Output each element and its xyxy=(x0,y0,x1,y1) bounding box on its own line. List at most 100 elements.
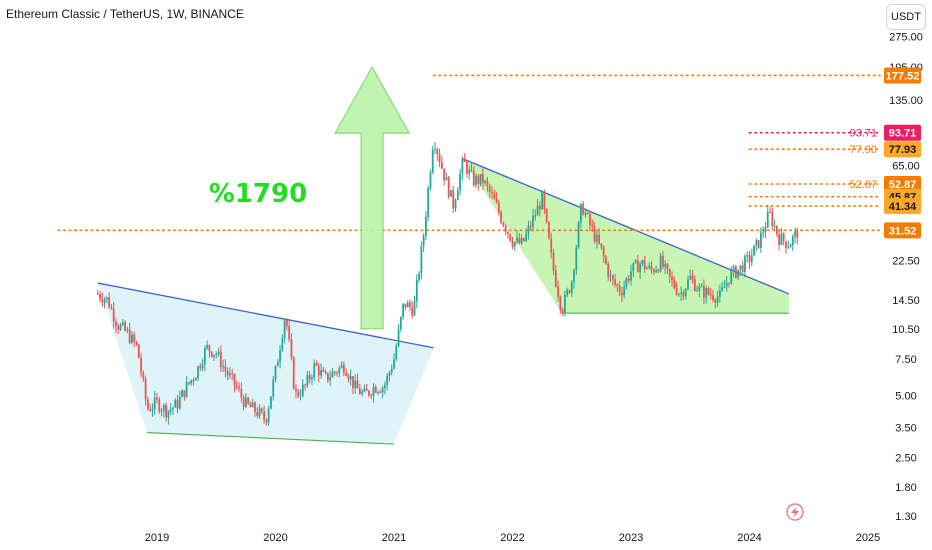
candle-body-199 xyxy=(550,238,553,253)
candle-body-140 xyxy=(415,279,418,302)
candle-body-187 xyxy=(522,238,525,241)
candle-body-284 xyxy=(744,256,746,273)
candle-body-53 xyxy=(217,351,220,355)
y-tick-label-8: 7.50 xyxy=(895,354,916,366)
candle-body-172 xyxy=(488,185,491,193)
candle-body-110 xyxy=(347,375,350,380)
level-line-label-3: 77.90 xyxy=(849,144,877,156)
price-tag-6 xyxy=(884,198,921,215)
candle-body-212 xyxy=(579,203,582,223)
candle-body-114 xyxy=(356,380,359,389)
candle-body-43 xyxy=(194,378,197,381)
candle-body-233 xyxy=(627,278,630,281)
candle-body-221 xyxy=(600,243,603,248)
candle-body-260 xyxy=(689,276,692,280)
candle-body-213 xyxy=(582,203,585,215)
candle-body-239 xyxy=(641,260,644,264)
candle-body-267 xyxy=(705,288,708,298)
candle-body-149 xyxy=(436,149,439,154)
candle-body-297 xyxy=(773,225,776,227)
candle-body-214 xyxy=(584,212,587,215)
candle-body-175 xyxy=(495,199,498,203)
candle-body-271 xyxy=(714,300,717,303)
candle-body-222 xyxy=(602,247,605,257)
candle-body-12 xyxy=(124,322,126,331)
candle-body-73 xyxy=(263,411,266,420)
candle-body-102 xyxy=(329,377,332,381)
candle-body-67 xyxy=(249,403,252,408)
percent-gain-label: %1790 xyxy=(209,179,307,209)
candle-body-91 xyxy=(304,384,307,386)
candle-body-219 xyxy=(595,234,598,242)
candle-body-203 xyxy=(559,296,562,310)
x-tick-label-2022: 2022 xyxy=(500,532,524,544)
candle-body-145 xyxy=(427,188,430,217)
candle-body-57 xyxy=(226,370,229,376)
candle-body-248 xyxy=(662,255,664,268)
candle-body-31 xyxy=(167,410,170,418)
candle-body-82 xyxy=(283,319,286,338)
candle-body-96 xyxy=(315,363,318,366)
candle-body-283 xyxy=(741,265,744,273)
candle-body-306 xyxy=(794,231,796,237)
x-tick-label-2020: 2020 xyxy=(263,532,287,544)
candle-body-223 xyxy=(605,256,607,264)
price-tag-label-3: 77.93 xyxy=(889,144,917,156)
time-axis[interactable]: 2019 2020 2021 2022 2023 2024 2025 xyxy=(145,532,880,544)
candle-body-97 xyxy=(317,365,320,376)
candle-body-118 xyxy=(365,388,368,391)
candle-body-62 xyxy=(238,387,240,389)
candle-body-165 xyxy=(472,170,475,186)
candle-body-22 xyxy=(146,399,149,410)
candle-body-39 xyxy=(185,382,188,397)
candle-body-120 xyxy=(370,395,373,397)
candle-body-84 xyxy=(288,325,291,340)
candle-body-142 xyxy=(420,246,423,274)
level-lines-layer: 93.71 77.90 52.87 xyxy=(57,74,881,232)
candle-body-36 xyxy=(178,396,181,409)
candle-body-280 xyxy=(734,266,737,278)
candle-body-236 xyxy=(634,260,637,263)
candle-body-186 xyxy=(520,238,523,244)
candle-body-188 xyxy=(525,233,528,241)
candle-body-196 xyxy=(543,191,546,210)
candle-body-20 xyxy=(142,372,145,379)
candle-body-101 xyxy=(327,372,329,381)
up-arrow xyxy=(334,65,411,330)
candle-body-79 xyxy=(276,362,279,367)
candle-body-58 xyxy=(229,373,231,376)
candle-body-11 xyxy=(121,322,124,325)
candle-body-274 xyxy=(721,287,724,291)
candle-body-294 xyxy=(766,211,769,228)
pattern-layer xyxy=(97,158,790,445)
candle-body-210 xyxy=(575,247,578,271)
candle-body-144 xyxy=(425,216,427,236)
candle-body-141 xyxy=(418,273,420,280)
candle-body-45 xyxy=(199,366,202,369)
candle-body-98 xyxy=(320,370,322,376)
candle-body-30 xyxy=(165,405,168,418)
pattern-fill-1 xyxy=(97,283,434,445)
candle-body-255 xyxy=(677,294,680,296)
candle-body-29 xyxy=(162,405,165,411)
candle-body-218 xyxy=(593,226,596,242)
candle-body-150 xyxy=(438,153,441,163)
candle-body-250 xyxy=(666,263,669,270)
price-axis[interactable]: 275.00195.00135.0065.0022.5014.5010.507.… xyxy=(889,31,923,523)
candle-body-5 xyxy=(108,297,111,308)
candle-body-112 xyxy=(352,376,354,389)
currency-selector-button[interactable]: USDT xyxy=(886,4,926,30)
price-tag-label-4: 52.87 xyxy=(889,179,917,191)
candle-body-139 xyxy=(413,301,416,316)
lightning-logo-icon[interactable] xyxy=(786,503,804,521)
candle-body-252 xyxy=(671,276,673,281)
candle-body-167 xyxy=(477,176,480,185)
candle-body-288 xyxy=(753,245,755,256)
candle-body-27 xyxy=(158,399,161,412)
candle-body-32 xyxy=(169,409,172,411)
candle-body-159 xyxy=(459,173,461,191)
candle-body-74 xyxy=(265,419,268,423)
candle-body-51 xyxy=(213,354,215,357)
candle-body-85 xyxy=(290,339,293,358)
